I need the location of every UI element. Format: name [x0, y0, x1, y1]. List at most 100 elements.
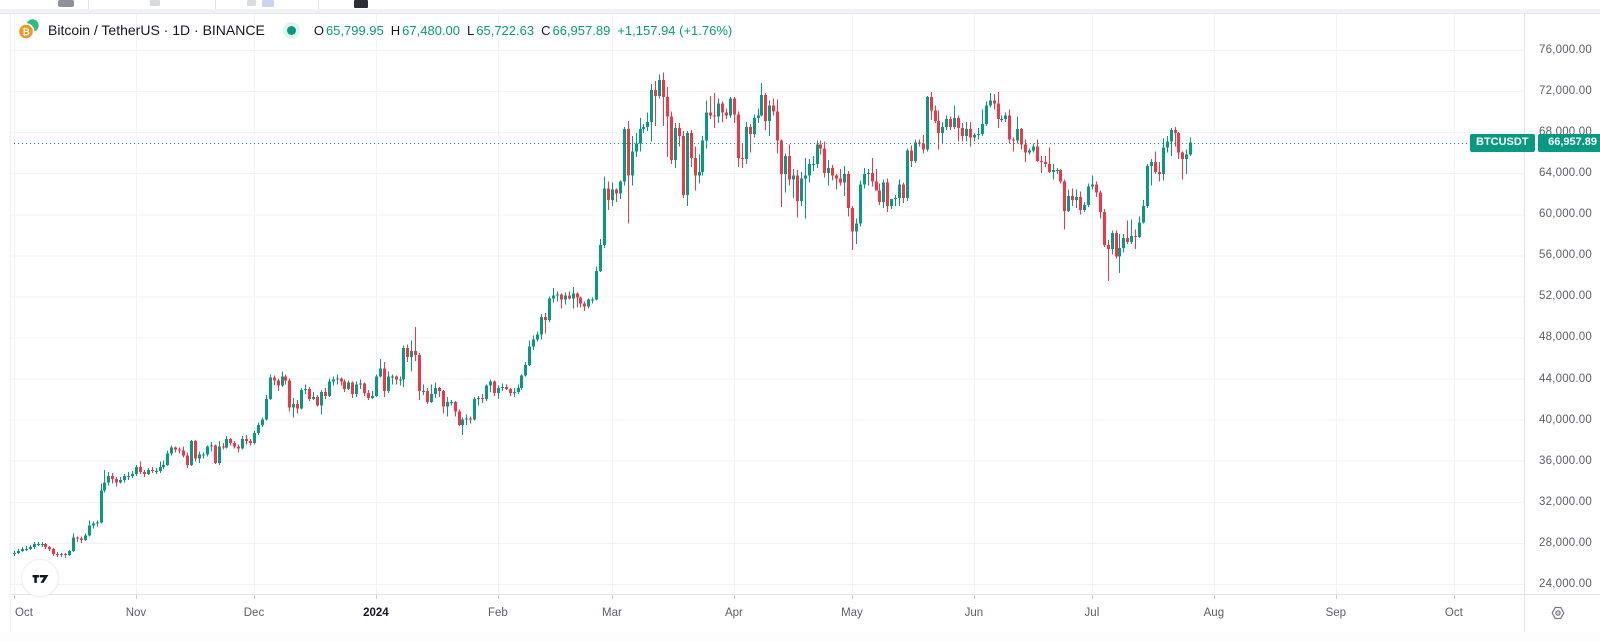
candle-body — [170, 447, 173, 454]
candle-body — [151, 469, 154, 471]
candle-body — [21, 549, 24, 552]
cropped-left-toolbar-edge — [0, 13, 11, 631]
candle-body — [945, 118, 948, 128]
candle-body — [245, 439, 248, 442]
candle-body — [143, 471, 146, 475]
candle-body — [454, 402, 457, 412]
candle-body — [13, 553, 16, 555]
candle-body — [1067, 195, 1070, 212]
candle-body — [997, 103, 1000, 119]
symbol-title[interactable]: Bitcoin / TetherUS · 1D · BINANCE — [48, 22, 265, 38]
candle-body — [642, 127, 645, 130]
candle-body — [33, 543, 36, 547]
candle-body — [115, 479, 118, 483]
month-label: 2024 — [363, 607, 389, 619]
candle-body — [989, 100, 992, 106]
pane-top-edge — [0, 9, 1600, 14]
price-tick-label: 44,000.00 — [1539, 372, 1592, 385]
candle-body — [147, 469, 150, 475]
candle-body — [737, 114, 740, 158]
candle-body — [304, 388, 307, 390]
candle-body — [666, 97, 669, 117]
candle-body — [607, 188, 610, 200]
candle-body — [713, 115, 716, 117]
candle-body — [556, 294, 559, 296]
candle-body — [524, 365, 527, 376]
candle-body — [717, 103, 720, 117]
candle-body — [623, 129, 626, 182]
candle-body — [336, 378, 339, 380]
candle-body — [182, 450, 185, 456]
candle-body — [1150, 161, 1153, 167]
candle-body — [1032, 146, 1035, 151]
chart-legend[interactable]: ₿ Bitcoin / TetherUS · 1D · BINANCE O 65,… — [17, 19, 732, 41]
candle-body — [646, 121, 649, 128]
candle-body — [119, 480, 122, 483]
candle-body — [96, 522, 99, 524]
cropped-bottom-area — [0, 632, 1600, 642]
candle-body — [446, 402, 449, 407]
price-tick-label: 76,000.00 — [1539, 44, 1592, 56]
candle-body — [37, 543, 40, 545]
candle-body — [709, 112, 712, 116]
axis-settings-icon[interactable] — [1548, 603, 1568, 623]
svg-text:₿: ₿ — [22, 27, 30, 38]
badge-symbol: BTCUSDT — [1470, 134, 1535, 152]
month-label: Oct — [15, 607, 33, 619]
time-axis-tick — [1336, 595, 1337, 599]
candle-body — [595, 270, 598, 300]
candle-body — [461, 419, 464, 425]
candle-body — [174, 447, 177, 450]
candle-body — [867, 173, 870, 175]
candle-body — [371, 396, 374, 399]
candle-body — [662, 79, 665, 98]
candle-body — [1048, 163, 1051, 173]
candle-body — [678, 128, 681, 137]
candle-body — [784, 155, 787, 175]
candle-body — [694, 157, 697, 176]
candle-body — [1162, 147, 1165, 175]
market-status-dot[interactable] — [286, 25, 296, 35]
candle-body — [233, 443, 236, 447]
tradingview-logo-glyph — [32, 574, 48, 583]
time-axis-tick — [612, 595, 613, 599]
candle-body — [906, 150, 909, 198]
candle-body — [489, 381, 492, 386]
candle-body — [312, 397, 315, 400]
candle-body — [517, 387, 520, 392]
candle-body — [100, 490, 103, 523]
candle-body — [835, 175, 838, 179]
month-label: Jul — [1084, 607, 1100, 619]
price-scale-axis[interactable]: 76,000.00 72,000.00 68,000.00 64,000.00 60,0… — [1524, 13, 1600, 594]
candle-body — [1012, 139, 1015, 141]
candle-body — [764, 95, 767, 121]
candle-body — [473, 399, 476, 420]
candle-body — [576, 293, 579, 298]
candle-body — [434, 387, 437, 394]
candle-body — [1158, 172, 1161, 175]
candle-body — [505, 386, 508, 389]
candle-body — [367, 392, 370, 399]
high-label: H — [390, 22, 401, 38]
candle-body — [690, 133, 693, 158]
price-tick-label: 28,000.00 — [1539, 536, 1592, 549]
tradingview-logo[interactable] — [21, 559, 59, 597]
price-tick-label: 56,000.00 — [1539, 249, 1592, 262]
candle-body — [749, 127, 752, 135]
candle-body — [438, 387, 441, 391]
candle-body — [418, 354, 421, 391]
candle-body — [1130, 235, 1133, 243]
candle-body — [776, 111, 779, 141]
candle-body — [780, 140, 783, 175]
candle-body — [406, 347, 409, 357]
time-scale-axis[interactable]: Oct Nov Dec 2024 Feb Mar Apr May Jun Jul Aug Sep Oct — [0, 594, 1600, 633]
candle-body — [48, 546, 51, 550]
candle-body — [934, 110, 937, 121]
candle-body — [261, 419, 264, 425]
candle-body — [611, 189, 614, 200]
candle-body — [395, 376, 398, 380]
candle-body — [1044, 161, 1047, 164]
candle-body — [882, 182, 885, 202]
candle-body — [190, 441, 193, 465]
